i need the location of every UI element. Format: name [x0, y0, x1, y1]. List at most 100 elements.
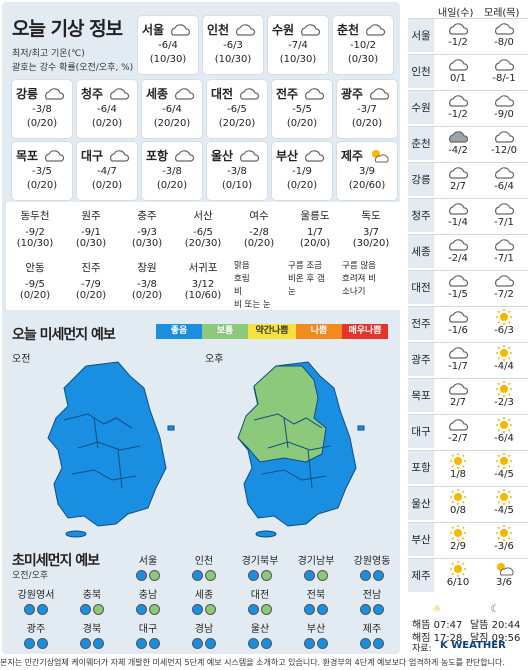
cloud-icon	[234, 22, 258, 36]
forecast-row: 제주 6/10 3/6	[408, 558, 528, 592]
legend-item: 구름 많음	[342, 261, 376, 271]
am-dot	[360, 638, 371, 649]
mid-city-name: 서산	[193, 210, 213, 222]
ultra-dots	[344, 566, 400, 585]
mid-city-temp: -9/3	[137, 227, 157, 238]
forecast-temp: -7/1	[494, 217, 514, 228]
am-dot	[304, 604, 315, 615]
mid-city-temp: 3/7	[362, 227, 380, 238]
mid-city-name: 동두천	[20, 210, 50, 222]
forecast-temp: -6/4	[494, 433, 514, 444]
city-precip: (0/20)	[91, 118, 123, 129]
dust-title: 오늘 미세먼지 예보	[12, 327, 116, 343]
forecast-day2: -8/0	[482, 21, 526, 48]
mid-city: 창원 -3/8 (0/20)	[120, 260, 174, 301]
forecast-day2: -6/3	[482, 309, 526, 336]
legend-item: 비 또는 눈	[234, 300, 271, 310]
forecast-day2: -2/3	[482, 381, 526, 408]
forecast-temp: -7/1	[494, 253, 514, 264]
mid-city-precip: (10/60)	[184, 290, 222, 301]
city-precip: (0/20)	[26, 180, 58, 191]
cloud-icon	[238, 148, 262, 162]
city-precip: (0/20)	[286, 180, 318, 191]
forecast-temp: -4/4	[494, 361, 514, 372]
forecast-row: 부산 2/9 -3/6	[408, 522, 528, 556]
forecast-day1: -1/4	[436, 201, 480, 228]
cloud-icon	[436, 57, 480, 73]
cloud-icon	[299, 22, 323, 36]
ultra-dots	[288, 566, 344, 585]
cloud-icon	[482, 129, 526, 145]
cloud-icon	[436, 309, 480, 325]
city-card: 수원 -7/4 (10/30)	[268, 16, 328, 74]
forecast-temp: -12/0	[490, 145, 518, 156]
cloud-icon	[368, 86, 392, 100]
pm-dot	[93, 604, 104, 615]
city-precip: (0/30)	[347, 54, 379, 65]
city-card: 부산 -1/9 (0/20)	[272, 142, 332, 200]
legend-item: 구름 조금	[288, 261, 322, 271]
city-temp: -3/8	[227, 166, 247, 177]
ultra-city: 서울	[138, 556, 158, 567]
city-card: 전주 -5/5 (0/20)	[272, 80, 332, 138]
ultra-city: 광주	[26, 624, 46, 635]
am-dot	[192, 638, 203, 649]
mid-city: 진주 -7/9 (0/20)	[64, 260, 118, 301]
city-card: 목포 -3/5 (0/20)	[12, 142, 72, 200]
sunset: 해짐 17:28	[412, 633, 463, 644]
mid-city-temp: -3/8	[137, 279, 157, 290]
cloud-icon	[482, 21, 526, 37]
ultra-cell: 울산	[232, 620, 288, 653]
forecast-city: 광주	[408, 343, 434, 376]
ultra-city: 경남	[194, 624, 214, 635]
pm-dot	[37, 604, 48, 615]
forecast-day1: -1/2	[436, 21, 480, 48]
cloud-icon	[436, 201, 480, 217]
mid-city: 안동 -9/5 (0/20)	[8, 260, 62, 301]
city-card: 강릉 -3/8 (0/20)	[12, 80, 72, 138]
forecast-day2: -9/0	[482, 93, 526, 120]
mid-city-temp: 1/7	[306, 227, 324, 238]
forecast-day1: -1/5	[436, 273, 480, 300]
forecast-day1: -2/4	[436, 237, 480, 264]
sun-icon	[436, 489, 480, 505]
city-card: 대구 -4/7 (0/20)	[77, 142, 137, 200]
legend-item: 소나기	[342, 287, 366, 297]
mid-city-name: 안동	[25, 262, 45, 274]
dust-level-chip: 매우나쁨	[342, 324, 388, 339]
forecast-day1: -1/7	[436, 345, 480, 372]
am-dot	[304, 570, 315, 581]
forecast-temp: -1/2	[448, 37, 468, 48]
forecast-temp: 6/10	[446, 577, 470, 588]
city-temp: -3/8	[32, 104, 52, 115]
cloud-icon	[436, 417, 480, 433]
forecast-day2: -12/0	[482, 129, 526, 156]
forecast-city: 대전	[408, 271, 434, 304]
sun-icon	[436, 525, 480, 541]
forecast-city: 부산	[408, 523, 434, 556]
forecast-temp: -4/2	[448, 145, 468, 156]
dust-legend: 좋음 보통 약간나쁨 나쁨 매우나쁨	[156, 324, 388, 339]
city-card: 인천 -6/3 (10/30)	[203, 16, 263, 74]
ultra-city: 인천	[194, 556, 214, 567]
forecast-temp: -2/4	[448, 253, 468, 264]
mid-city-name: 울릉도	[300, 210, 330, 222]
ultra-cell: 부산	[288, 620, 344, 653]
ultra-title: 초미세먼지 예보	[12, 553, 100, 569]
cloud-icon	[482, 93, 526, 109]
city-name: 제주	[341, 149, 364, 163]
mid-city: 여수 -2/8 (0/20)	[232, 208, 286, 249]
forecast-temp: 2/7	[449, 181, 467, 192]
am-dot	[248, 604, 259, 615]
city-precip: (20/60)	[348, 180, 386, 191]
city-name: 인천	[207, 23, 230, 37]
sun-icon	[436, 453, 480, 469]
cloud-icon	[436, 273, 480, 289]
pm-dot	[205, 570, 216, 581]
mid-city-precip: (20/30)	[184, 238, 222, 249]
forecast-row: 인천 0/1 -8/-1	[408, 54, 528, 88]
city-temp: -6/4	[162, 104, 182, 115]
city-card: 청주 -6/4 (0/20)	[77, 80, 137, 138]
forecast-day2-header: 모레(목)	[484, 8, 520, 19]
